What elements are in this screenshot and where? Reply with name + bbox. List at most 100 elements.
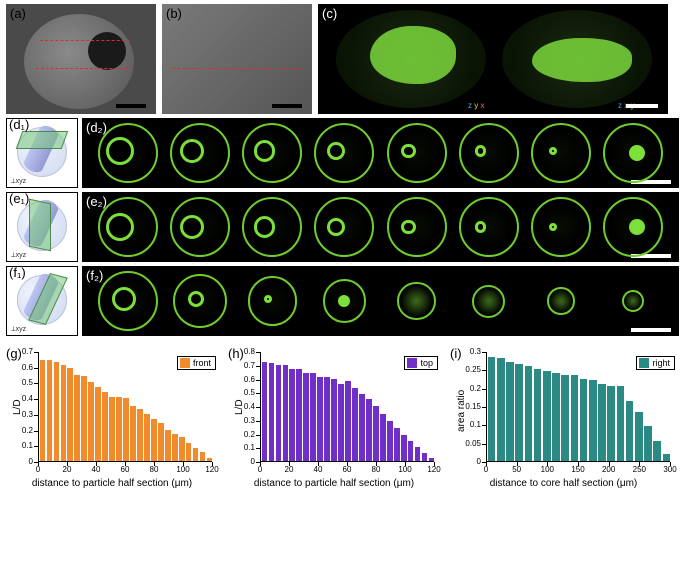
bar [95,387,101,461]
xtick-label: 20 [279,465,299,474]
sch-axes-e: ⟂xyz [11,252,26,259]
legend-swatch [407,358,417,368]
xtick-label: 40 [86,465,106,474]
ytick [34,352,38,353]
ytick-label: 0.5 [224,388,255,397]
ylabel: L/D [12,399,23,415]
core-ring [401,220,416,235]
panel-f2: (f₂) [82,266,679,336]
row-e: (e₁) ⟂xyz (e₂) [0,190,685,264]
bar [515,364,523,461]
sch-axes-f: ⟂xyz [11,326,26,333]
core-fill [629,145,645,161]
bar [81,376,87,461]
legend-text: right [652,358,670,368]
slice [459,197,519,257]
figure-root: (a) (b) (c) z y x z x y [0,0,685,498]
bar [317,377,323,461]
xtick-label: 40 [308,465,328,474]
bar [380,414,386,461]
ytick [256,435,260,436]
xtick-label: 120 [424,465,444,474]
ytick-label: 0.6 [2,363,33,372]
xtick [289,462,290,466]
bar [144,414,150,461]
ytick [34,368,38,369]
bar [552,373,560,461]
axes-left: z y x [468,101,484,110]
panel-c: (c) z y x z x y [318,4,668,114]
panel-f1-label: (f₁) [9,265,26,280]
bar [200,452,206,461]
core-ring [106,137,134,165]
blob-left [370,26,456,84]
bar [663,454,671,461]
bar [67,368,73,461]
bar [165,430,171,461]
legend: top [404,356,438,370]
bar [324,377,330,461]
xtick-label: 250 [629,465,649,474]
xtick [183,462,184,466]
row-charts: (g) 00.10.20.30.40.50.60.702040608010012… [0,338,685,498]
sch-plane-d [16,131,69,149]
panel-h-label: (h) [228,346,244,361]
ytick [256,393,260,394]
scalebar-a [116,104,146,108]
ytick [256,352,260,353]
ytick-label: 0.6 [224,375,255,384]
bar [488,357,496,462]
bar [137,409,143,461]
bar [289,369,295,461]
xlabel: distance to particle half section (μm) [2,478,222,496]
diffuse-fill [475,287,503,315]
ytick-label: 0.2 [224,430,255,439]
bar [172,434,178,462]
bar [262,362,268,461]
panel-a-label: (a) [10,6,26,21]
bar [283,365,289,461]
bar [61,365,67,461]
bar [54,362,60,461]
panel-d1: (d₁) ⟂xyz [6,118,78,188]
bar [635,412,643,462]
scalebar-b [272,104,302,108]
xtick-label: 0 [476,465,496,474]
sch-plane-e [29,199,51,252]
xlabel: distance to particle half section (μm) [224,478,444,496]
bar [40,360,46,461]
bar [366,399,372,461]
xtick-label: 100 [537,465,557,474]
xtick-label: 200 [599,465,619,474]
panel-e1-label: (e₁) [9,191,29,206]
globe-left [336,10,486,108]
ytick [482,352,486,353]
bar [193,448,199,461]
bar [296,369,302,461]
bar [109,397,115,461]
legend: right [636,356,675,370]
scalebar-c [626,104,658,108]
panel-e2-label: (e₂) [86,194,107,209]
bar [580,379,588,462]
bar [408,441,414,461]
ytick-label: 0.3 [224,416,255,425]
xtick-label: 60 [337,465,357,474]
bar [74,375,80,461]
bar [88,382,94,461]
ytick [256,421,260,422]
xtick [434,462,435,466]
xtick-label: 300 [660,465,680,474]
core-ring [549,223,557,231]
bar [589,380,597,461]
ytick [482,407,486,408]
legend-text: top [420,358,433,368]
bar [571,375,579,461]
xtick [486,462,487,466]
core-fill [629,219,645,235]
ytick [256,380,260,381]
xtick-label: 100 [173,465,193,474]
core-ring [475,221,486,232]
slice [387,197,447,257]
panel-i: (i) 00.050.10.150.20.250.305010015020025… [446,344,681,494]
